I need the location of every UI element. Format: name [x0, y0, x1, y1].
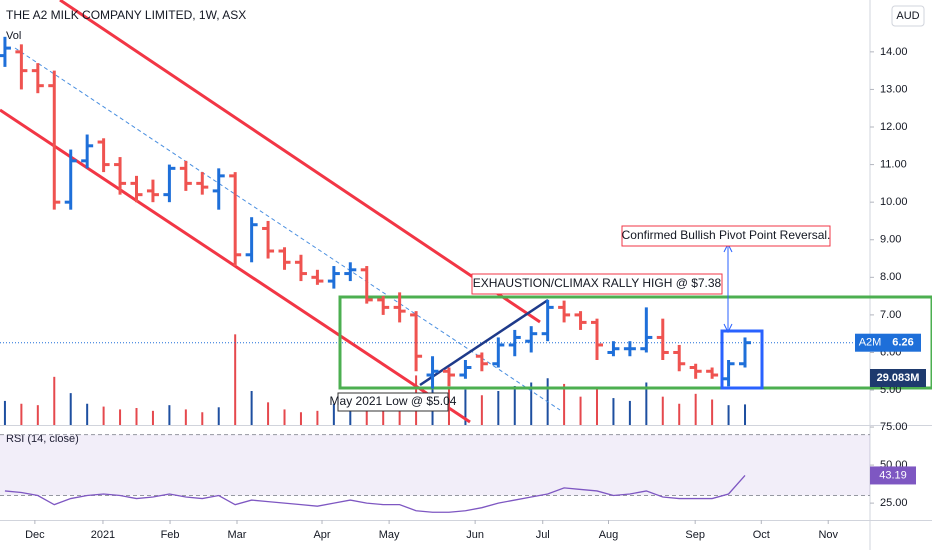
symbol: A2M [859, 337, 882, 349]
volume-bar [168, 405, 171, 425]
volume-bar [513, 386, 516, 425]
x-tick-label: Jun [466, 529, 484, 541]
volume-bar [480, 395, 483, 425]
volume-bar [612, 398, 615, 425]
currency-box [891, 5, 925, 27]
volume-bar [86, 403, 89, 425]
volume-bar [283, 409, 286, 425]
volume-bar [102, 406, 105, 425]
volume-bar [184, 409, 187, 425]
volume-bar [382, 409, 385, 425]
rsi-tick-label: 25.00 [880, 497, 908, 509]
x-tick-label: Mar [228, 529, 247, 541]
y-tick-label: 9.00 [880, 234, 901, 246]
volume-bar [464, 389, 467, 425]
pivot-box [720, 329, 764, 390]
volume-bar [20, 403, 23, 425]
volume-bar [151, 410, 154, 425]
x-tick-label: May [379, 529, 400, 541]
rsi-last-box [870, 466, 916, 485]
y-tick-label: 14.00 [880, 46, 908, 58]
volume-bar [299, 412, 302, 425]
channel-upper [59, 0, 541, 324]
volume-bar [217, 407, 220, 425]
x-tick-label: Aug [599, 529, 619, 541]
x-tick-label: Jul [536, 529, 550, 541]
y-tick-label: 11.00 [880, 158, 907, 170]
volume-bar [332, 403, 335, 425]
volume-bar [53, 376, 56, 425]
y-tick-label: 7.00 [880, 309, 901, 321]
volume-bar [530, 382, 533, 425]
volume-bar [645, 382, 648, 425]
annotation-box [471, 273, 723, 295]
last-price-box [885, 333, 921, 352]
rally-line [419, 298, 549, 387]
volume-bar [135, 408, 138, 425]
y-tick-label: 13.00 [880, 83, 908, 95]
volume-last-box [870, 369, 926, 387]
volume-bar [678, 403, 681, 425]
volume-bar [727, 405, 730, 425]
volume-bar [711, 399, 714, 425]
x-tick-label: Dec [25, 529, 45, 541]
volume-label: Vol [6, 30, 21, 42]
currency: AUD [896, 10, 919, 22]
volume-bar [628, 400, 631, 425]
volume-bar [119, 409, 122, 425]
volume-bar [497, 391, 500, 425]
volume-bar [69, 393, 72, 425]
annotation-box [621, 225, 831, 247]
chart-title: THE A2 MILK COMPANY LIMITED, 1W, ASX [6, 8, 246, 22]
y-tick-label: 12.00 [880, 121, 908, 133]
annotation: EXHAUSTION/CLIMAX RALLY HIGH @ $7.38 [473, 276, 722, 290]
volume-bar [250, 391, 253, 425]
volume-bar [316, 410, 319, 425]
y-tick-label: 10.00 [880, 196, 908, 208]
volume-bar [36, 405, 39, 425]
volume-bar [744, 404, 747, 425]
annotation-box [337, 392, 449, 412]
volume-bar [563, 383, 566, 425]
rsi-last: 43.19 [879, 469, 907, 481]
volume-bar [3, 400, 6, 425]
volume-bar [201, 412, 204, 425]
x-tick-label: Apr [313, 529, 330, 541]
last-price: 6.26 [892, 337, 913, 349]
rsi-title: RSI (14, close) [6, 433, 79, 445]
x-tick-label: Oct [753, 529, 770, 541]
rsi-line [4, 475, 746, 513]
rsi-band [0, 434, 870, 496]
x-tick-label: Sep [685, 529, 705, 541]
symbol-box [855, 333, 885, 352]
rsi-title-bg [0, 430, 100, 446]
annotation: May 2021 Low @ $5.04 [330, 394, 457, 408]
volume-bar [595, 388, 598, 425]
volume-bar [694, 393, 697, 425]
x-tick-label: Feb [161, 529, 180, 541]
volume-bar [579, 396, 582, 425]
volume-bar [234, 334, 237, 425]
volume-bar [365, 406, 368, 425]
annotation: Confirmed Bullish Pivot Point Reversal. [622, 228, 831, 242]
range-box [338, 295, 932, 390]
y-tick-label: 8.00 [880, 271, 901, 283]
x-tick-label: 2021 [91, 529, 115, 541]
volume-bar [661, 396, 664, 425]
x-tick-label: Nov [818, 529, 838, 541]
volume-last: 29.083M [877, 372, 920, 384]
rsi-tick-label: 75.00 [880, 421, 908, 433]
volume-bar [267, 402, 270, 425]
